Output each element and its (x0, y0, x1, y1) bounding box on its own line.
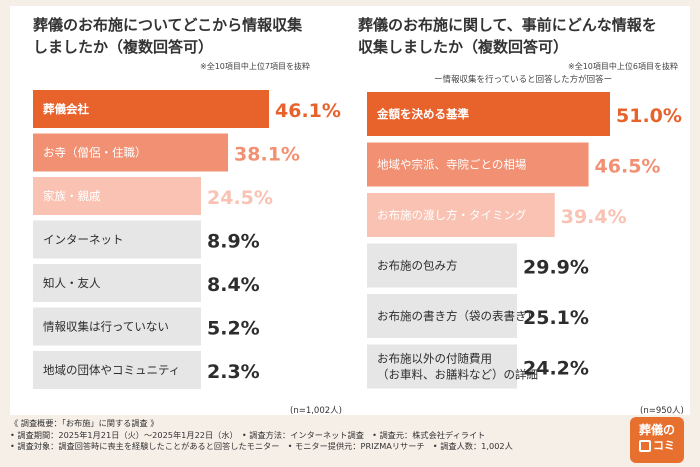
right-chart-title: 葬儀のお布施に関して、事前にどんな情報を 収集しましたか（複数回答可） (358, 16, 657, 56)
right-category-label: お布施の包み方 (377, 259, 458, 273)
left-category-label: 地域の団体やコミュニティ (43, 363, 180, 377)
right-value-label: 29.9% (523, 257, 589, 279)
right-value-label: 46.5% (595, 156, 661, 178)
left-bar (33, 220, 201, 259)
left-bar (33, 133, 229, 172)
left-category-label: 情報収集は行っていない (43, 320, 169, 334)
right-chart-subhead: ー情報収集を行っていると回答した方が回答ー (434, 75, 613, 85)
logo-box-icon (639, 440, 651, 452)
left-bar-chart: 葬儀会社 46.1% お寺（僧侶・住職） 38.1% 家族・親戚 24.5% インターネット… (33, 90, 341, 389)
right-sample-size: (n=950人) (640, 406, 684, 416)
left-panel: 葬儀のお布施についてどこから情報収集 しましたか（複数回答可） (33, 14, 302, 58)
right-bar (367, 294, 517, 338)
right-bar (367, 193, 555, 237)
right-bar (367, 243, 517, 288)
left-bar (33, 307, 201, 346)
right-category-label: 金額を決める基準 (376, 107, 469, 121)
brand-logo: 葬儀の コミ (630, 417, 684, 463)
left-bar (33, 264, 201, 302)
left-category-label: お寺（僧侶・住職） (43, 146, 147, 160)
left-value-label: 8.9% (207, 231, 260, 253)
right-bar (367, 142, 589, 187)
left-bar (33, 90, 269, 128)
left-category-label: 家族・親戚 (43, 189, 101, 203)
right-bar (367, 92, 610, 136)
left-chart-title: 葬儀のお布施についてどこから情報収集 しましたか（複数回答可） (33, 16, 303, 56)
right-category-label: お布施の書き方（袋の表書き） (377, 309, 538, 323)
left-value-label: 5.2% (207, 318, 260, 340)
logo-line-1: 葬儀の (638, 423, 675, 437)
left-chart-note: ※全10項目中上位7項目を抜粋 (200, 62, 310, 71)
left-value-label: 8.4% (207, 274, 260, 296)
left-value-label: 2.3% (207, 361, 260, 383)
survey-line-2: • 調査対象：調査回答時に喪主を経験したことがあると回答したモニター • モニタ… (10, 441, 513, 451)
right-category-label: お布施の渡し方・タイミング (377, 208, 527, 222)
logo-line-2: コミ (653, 439, 675, 452)
right-category-label: お布施以外の付随費用（お車料、お膳料など）の詳細 (377, 352, 538, 382)
right-value-label: 24.2% (523, 358, 589, 380)
left-value-label: 38.1% (234, 144, 300, 166)
right-chart-note: ※全10項目中上位6項目を抜粋 (568, 62, 678, 71)
right-value-label: 25.1% (523, 307, 589, 329)
left-value-label: 24.5% (207, 187, 273, 209)
left-value-label: 46.1% (275, 100, 341, 122)
right-bar (367, 344, 517, 389)
right-value-label: 39.4% (561, 206, 627, 228)
left-bar (33, 351, 201, 389)
right-panel: 葬儀のお布施に関して、事前にどんな情報を 収集しましたか（複数回答可） (358, 14, 657, 58)
left-category-label: インターネット (43, 233, 124, 247)
survey-line-1: • 調査期間：2025年1月21日（火）～2025年1月22日（水） • 調査方… (10, 429, 486, 440)
left-bar (33, 177, 201, 215)
left-category-label: 知人・友人 (43, 276, 101, 290)
survey-overview: 《 調査概要：「お布施」に関する調査 》 • 調査期間：2025年1月21日（火… (10, 418, 610, 453)
right-category-label: 地域や宗派、寺院ごとの相場 (377, 158, 527, 172)
right-bar-chart: 金額を決める基準 51.0% 地域や宗派、寺院ごとの相場 46.5% お布施の渡し方・タ… (367, 92, 682, 389)
left-category-label: 葬儀会社 (43, 102, 89, 116)
survey-heading: 《 調査概要：「お布施」に関する調査 》 (10, 418, 159, 428)
right-value-label: 51.0% (616, 105, 682, 127)
left-sample-size: (n=1,002人) (290, 406, 342, 416)
